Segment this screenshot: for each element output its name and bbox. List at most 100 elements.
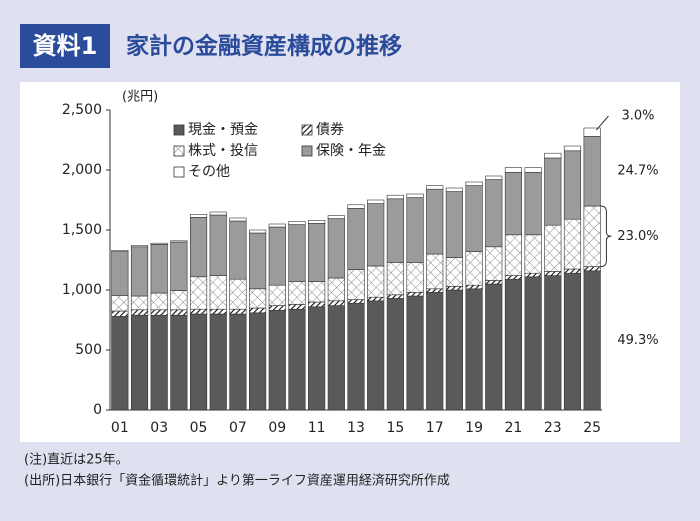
bar-segment [229,313,247,411]
bar-segment [249,232,267,290]
bar-segment [288,221,306,225]
bar-segment [406,197,424,263]
bar-segment [367,265,385,298]
bar-segment [308,306,326,411]
bar-segment [327,215,345,219]
bar-segment [150,242,168,245]
bar-segment [426,288,444,293]
bar-segment [406,292,424,297]
x-tick-label: 01 [111,420,129,436]
bar-segment [544,152,562,159]
bar-segment [209,211,227,216]
bar-segment [524,272,542,278]
legend-label: 現金・預金 [188,122,258,138]
legend-swatch [301,145,313,157]
bar-segment [465,288,483,411]
x-tick-label: 09 [268,420,286,436]
y-tick-label: 0 [93,402,102,418]
bar-segment [386,294,404,299]
bar-segment [111,251,129,296]
bar-segment [288,308,306,411]
bar-segment [130,245,149,248]
y-tick-label: 1,000 [62,282,102,298]
bar-segment [327,300,345,306]
bar-segment [426,292,444,411]
bar-segment [288,304,306,310]
bar-segment [367,203,385,267]
bar-segment [150,314,168,411]
bar-segment [229,217,247,222]
bar-segment [544,275,562,411]
bar-segment [130,314,149,411]
bar-segment [445,257,463,287]
bar-segment [308,223,326,282]
x-tick-label: 11 [308,420,326,436]
bar-segment [485,175,503,180]
bar-segment [524,276,542,411]
bar-segment [288,224,306,282]
bar-segment [386,198,404,263]
bar-segment [445,187,463,192]
legend-label: 保険・年金 [316,143,386,159]
label-box [20,24,110,68]
bar-segment [406,193,424,198]
bar-segment [504,234,523,276]
bar-segment [170,309,188,316]
bar-segment [347,299,365,304]
bar-segment [170,314,188,411]
bar-segment [544,157,562,226]
bar-segment [209,275,227,310]
bar-segment [465,284,483,290]
bar-segment [150,292,168,311]
bar-segment [189,217,208,278]
x-tick-label: 21 [505,420,523,436]
bar-segment [150,244,168,294]
bar-segment [563,272,582,411]
x-tick-label: 19 [465,420,483,436]
bar-segment [308,220,326,224]
bar-segment [583,270,601,411]
bar-segment [504,172,523,236]
note: (出所)日本銀行「資金循環統計」より第一ライフ資産運用経済研究所作成 [24,473,450,489]
note: (注)直近は25年。 [24,453,129,468]
legend-label: その他 [188,164,230,180]
legend-swatch [173,145,185,157]
bar-segment [189,214,208,218]
bar-segment [249,229,267,234]
legend-swatch [173,166,185,178]
annotation: 24.7% [617,164,658,179]
x-tick-label: 25 [583,420,601,436]
annotation: 49.3% [617,333,658,348]
bar-segment [386,262,404,296]
bar-segment [563,268,582,274]
bar-segment [504,167,523,173]
bar-segment [249,288,267,309]
x-tick-label: 15 [386,420,404,436]
bar-segment [327,218,345,279]
bar-segment [170,240,188,243]
bar-segment [406,262,424,293]
bar-segment [504,275,523,280]
y-unit: (兆円) [122,90,158,105]
bar-segment [445,191,463,258]
figure-label: 資料1 [33,32,98,60]
bar-segment [209,313,227,411]
annotation: 23.0% [617,229,658,244]
bar-segment [524,172,542,236]
bar-segment [268,226,286,286]
chart-title: 家計の金融資産構成の推移 [126,33,402,60]
bar-segment [445,289,463,411]
bar-segment [308,301,326,308]
bar-segment [386,194,404,200]
bar-segment [111,316,129,411]
bar-segment [386,298,404,411]
legend-swatch [173,124,185,136]
bar-segment [504,278,523,411]
bar-segment [563,218,582,270]
x-tick-label: 13 [347,420,365,436]
legend-swatch [301,124,313,136]
bar-segment [367,296,385,302]
bar-segment [485,246,503,281]
bar-segment [485,283,503,411]
